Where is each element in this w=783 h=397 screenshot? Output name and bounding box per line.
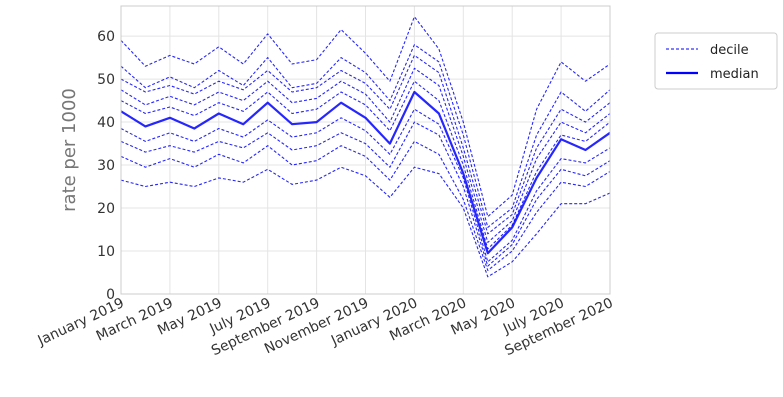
y-tick-label: 60	[97, 29, 115, 45]
y-tick-label: 10	[97, 244, 115, 260]
decile-line-5	[120, 80, 611, 250]
y-axis-title: rate per 1000	[59, 88, 80, 212]
median-line	[120, 90, 611, 255]
grid	[120, 6, 611, 295]
decile-line-3	[120, 121, 611, 267]
y-tick-label: 20	[97, 201, 115, 217]
decile-line-1	[120, 166, 611, 278]
decile-line-2	[120, 140, 611, 271]
decile-line-8	[120, 44, 611, 228]
y-tick-label: 30	[97, 158, 115, 174]
y-tick-label: 50	[97, 72, 115, 88]
legend: decile median	[654, 32, 778, 90]
y-tick-label: 40	[97, 115, 115, 131]
plot-frame	[120, 5, 611, 295]
legend-label-median: median	[710, 67, 759, 82]
series-lines	[120, 16, 611, 278]
y-tick-label: 0	[106, 287, 115, 303]
y-axis-ticks: 0 10 20 30 40 50 60	[97, 29, 115, 303]
legend-label-decile: decile	[710, 43, 749, 58]
decile-line-9	[120, 16, 611, 218]
decile-line-6	[120, 67, 611, 243]
legend-box	[654, 32, 778, 90]
